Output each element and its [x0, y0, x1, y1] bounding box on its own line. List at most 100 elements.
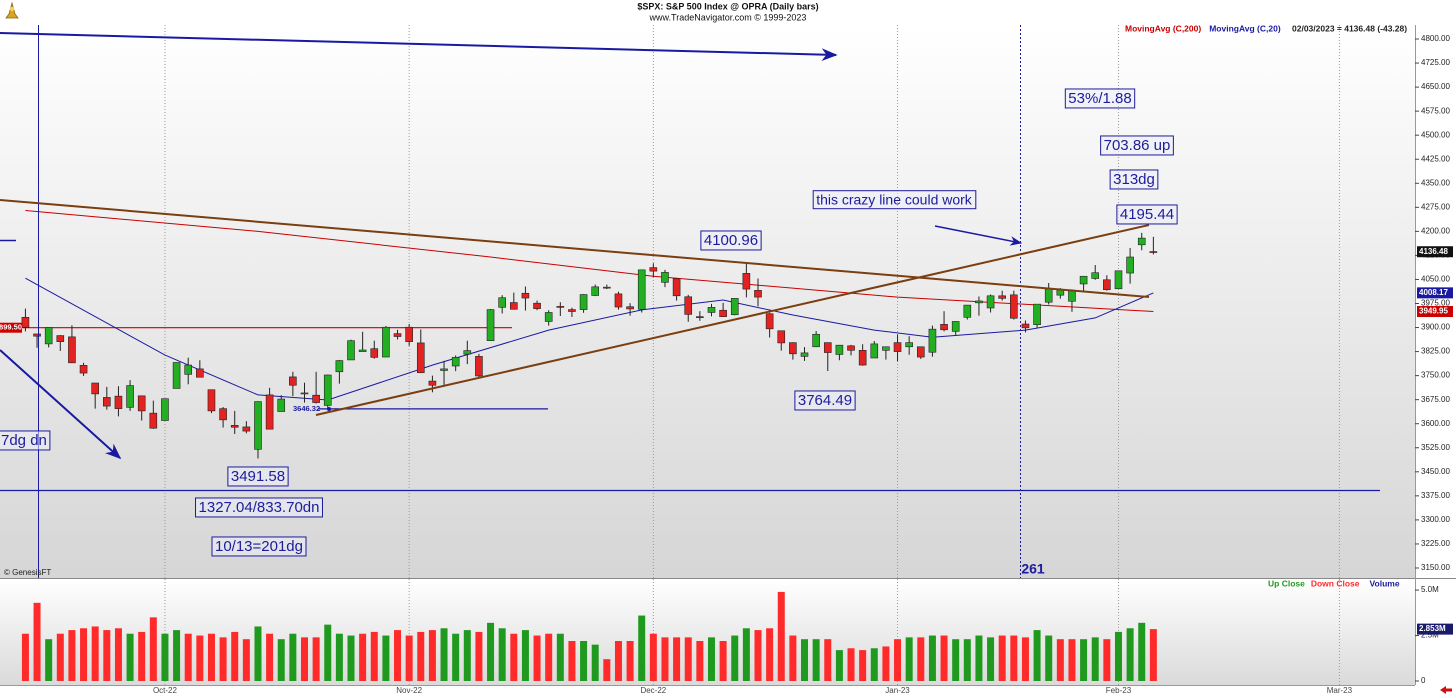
- candle-body: [707, 307, 716, 313]
- candle-body: [196, 368, 204, 378]
- volume-bar: [359, 633, 367, 681]
- volume-bar: [428, 630, 436, 681]
- arrow: [934, 225, 1023, 246]
- arrow-icon[interactable]: [1440, 686, 1452, 694]
- candle-body: [358, 349, 367, 352]
- candle-body: [184, 364, 193, 375]
- candle-body: [1010, 294, 1018, 319]
- x-tick-label: Dec-22: [640, 686, 666, 695]
- arrow: [0, 32, 838, 62]
- annotation: 703.86 up: [1104, 137, 1171, 154]
- volume-bar: [742, 628, 750, 681]
- price-line-box: [0, 322, 22, 333]
- volume-bar: [1056, 639, 1064, 681]
- volume-bar: [556, 633, 564, 681]
- y-tick-label: 3900.00: [1421, 323, 1450, 332]
- drawings: [0, 25, 1380, 578]
- credit: © GenesisFT: [4, 568, 51, 577]
- y-tick-label: 3225.00: [1421, 539, 1450, 548]
- volume-bar: [324, 624, 332, 681]
- annotation-box: [211, 536, 307, 557]
- volume-bar: [161, 633, 169, 681]
- volume-bar: [731, 635, 739, 681]
- annotation-box: [1100, 135, 1174, 156]
- volume-bar: [870, 648, 878, 681]
- candle-body: [393, 333, 402, 337]
- annotation: 4195.44: [1120, 206, 1174, 223]
- volume-bar: [812, 639, 820, 681]
- y-tick-label: 4350.00: [1421, 178, 1450, 187]
- candle-body: [649, 267, 658, 272]
- y-tick-label: 4650.00: [1421, 82, 1450, 91]
- candle-body: [823, 342, 832, 353]
- annotation: 3764.49: [798, 392, 852, 409]
- volume-bar: [580, 641, 588, 681]
- candle-body: [451, 357, 460, 367]
- volume-bar: [80, 628, 88, 681]
- volume-bar: [126, 633, 134, 681]
- volume-bar: [917, 637, 925, 681]
- y-tick-label: 3300.00: [1421, 515, 1450, 524]
- volume-bar: [777, 591, 785, 681]
- candle-body: [893, 342, 902, 352]
- volume-bar: [207, 633, 215, 681]
- volume-bar: [498, 628, 506, 681]
- candle-body: [510, 302, 518, 310]
- annotation-box: [227, 466, 289, 487]
- x-tick-label: Jan-23: [885, 686, 910, 695]
- y-tick-label: 3525.00: [1421, 443, 1450, 452]
- candle-body: [963, 304, 972, 318]
- candle-body: [126, 385, 134, 408]
- volume-bar: [1045, 635, 1053, 681]
- candle-body: [56, 335, 65, 342]
- candle-body: [1137, 237, 1146, 246]
- value-box: [1417, 306, 1453, 318]
- candle-body: [940, 324, 948, 331]
- volume-bar: [370, 631, 378, 681]
- volume-bar: [766, 628, 774, 681]
- value-box: [1417, 623, 1453, 635]
- volume-bar: [859, 650, 867, 681]
- candle-body: [696, 316, 704, 318]
- scroll-arrow[interactable]: [1440, 686, 1452, 694]
- volume-bar: [801, 639, 809, 681]
- candle-body: [382, 326, 390, 358]
- y-tick-label: 3750.00: [1421, 371, 1450, 380]
- candle-body: [765, 313, 774, 330]
- y-tick-label: 4575.00: [1421, 106, 1450, 115]
- annotation-box: [0, 430, 51, 451]
- volume-bar: [568, 641, 576, 681]
- volume-bar: [928, 635, 936, 681]
- volume-bar: [173, 630, 181, 681]
- candle-body: [114, 395, 123, 409]
- volume-bar: [382, 635, 390, 681]
- volume-bar: [905, 637, 913, 681]
- volume-bar: [184, 633, 192, 681]
- candle-body: [800, 352, 809, 357]
- volume-bar: [1021, 637, 1029, 681]
- volume-bar: [242, 639, 250, 681]
- candle-body: [568, 309, 576, 312]
- y-tick-label: 5.0M: [1421, 585, 1439, 594]
- volume-bar: [196, 635, 204, 681]
- volume-bar: [1126, 628, 1134, 681]
- volume-bar: [789, 635, 797, 681]
- value-box-label: 3949.95: [1419, 307, 1448, 316]
- candle-body: [161, 398, 169, 421]
- volume-bar: [603, 659, 611, 681]
- x-tick-label: Mar-23: [1327, 686, 1353, 695]
- trend-line: [315, 224, 1150, 416]
- volume-bar: [894, 639, 902, 681]
- candle-body: [21, 316, 30, 328]
- candle-body: [416, 342, 425, 374]
- candle-body: [626, 306, 634, 310]
- volume-bar: [626, 641, 634, 681]
- volume-bar: [33, 602, 41, 681]
- volume-bar: [277, 639, 285, 681]
- annotation-box: [1109, 169, 1159, 190]
- candle-body: [719, 309, 727, 317]
- volume-bar: [1080, 639, 1088, 681]
- candle-body: [1033, 303, 1041, 325]
- legend-entry: MovingAvg (C,20): [1209, 23, 1281, 33]
- candle-body: [789, 342, 797, 355]
